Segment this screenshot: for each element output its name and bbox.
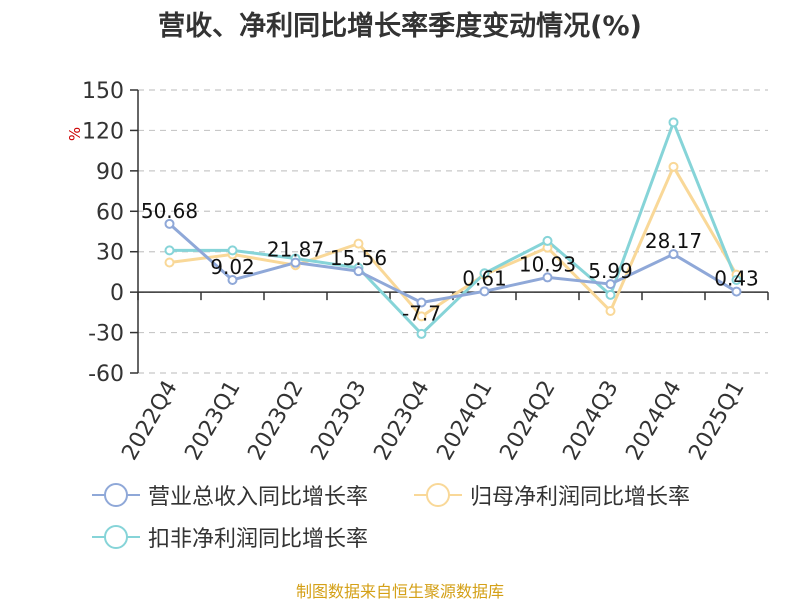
x-tick-label: 2023Q3 (306, 377, 371, 465)
data-point (353, 238, 364, 249)
series-line (168, 222, 738, 305)
data-point (227, 245, 238, 256)
data-label: 10.93 (519, 252, 576, 276)
data-point (353, 266, 364, 277)
y-tick-label: -60 (88, 362, 124, 387)
data-label: 9.02 (210, 255, 255, 279)
data-label: 28.17 (645, 229, 702, 253)
y-tick-label: 60 (96, 200, 124, 225)
data-point (668, 117, 679, 128)
y-tick-label: 150 (82, 79, 124, 104)
data-point (416, 311, 427, 322)
y-tick-label: 30 (96, 241, 124, 266)
y-axis-unit: % (66, 127, 84, 141)
data-label: -7.7 (402, 302, 441, 326)
data-point (227, 274, 238, 285)
y-tick-label: -30 (88, 322, 124, 347)
data-label: 15.56 (330, 246, 387, 270)
data-point (731, 275, 742, 286)
data-point (605, 289, 616, 300)
chart-title: 营收、净利同比增长率季度变动情况(%) (158, 11, 642, 42)
data-point (290, 257, 301, 268)
data-point (416, 328, 427, 339)
data-point (164, 218, 175, 229)
x-tick-label: 2024Q1 (432, 377, 497, 465)
y-tick-label: 120 (82, 119, 124, 144)
x-tick-label: 2024Q4 (621, 377, 686, 465)
data-label: 21.87 (267, 238, 324, 262)
data-point (164, 257, 175, 268)
data-source-note: 制图数据来自恒生聚源数据库 (295, 582, 504, 601)
data-point (668, 161, 679, 172)
x-tick-label: 2024Q2 (495, 377, 560, 465)
data-point (164, 245, 175, 256)
data-point (605, 306, 616, 317)
x-tick-label: 2025Q1 (684, 377, 749, 465)
x-tick-label: 2022Q4 (117, 377, 182, 465)
data-point (416, 297, 427, 308)
x-tick-label: 2023Q4 (369, 377, 434, 465)
data-point (668, 249, 679, 260)
x-tick-label: 2023Q1 (180, 377, 245, 465)
y-tick-label: 0 (110, 281, 124, 306)
data-label: 0.61 (462, 266, 507, 290)
data-label: 5.99 (588, 259, 633, 283)
series-line (169, 120, 738, 336)
x-tick-label: 2024Q3 (558, 377, 623, 465)
data-label: 50.68 (141, 199, 198, 223)
data-point (731, 286, 742, 297)
data-point (479, 286, 490, 297)
data-label: 0.43 (714, 267, 759, 291)
y-tick-label: 90 (96, 160, 124, 185)
data-point (542, 272, 553, 283)
data-point (605, 279, 616, 290)
x-tick-label: 2023Q2 (243, 377, 308, 465)
data-point (479, 268, 490, 279)
data-point (542, 235, 553, 246)
